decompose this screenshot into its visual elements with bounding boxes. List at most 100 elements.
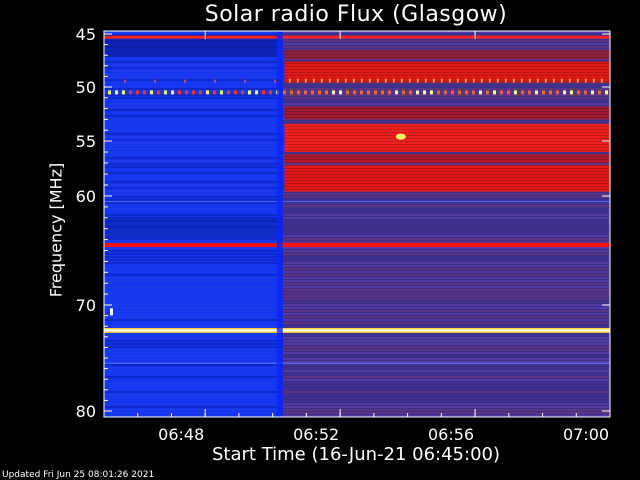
interference-dot	[570, 90, 573, 95]
row-pre	[104, 268, 283, 270]
row-pre	[104, 283, 283, 285]
axes: 45 50 55 60 70 80 06:48 06:52 06:56 07:00	[76, 25, 611, 444]
row-pre	[104, 241, 283, 243]
row-pre	[104, 346, 283, 348]
burst-dot	[496, 78, 499, 83]
interference-dot	[199, 90, 202, 95]
burst-dot	[456, 78, 459, 83]
burst-dot	[344, 78, 347, 83]
row-pre	[104, 256, 283, 258]
row-pre	[104, 88, 283, 90]
burst-dot	[408, 78, 411, 83]
burst-dot	[440, 78, 443, 83]
row-pre	[104, 373, 283, 375]
interference-dot	[381, 90, 384, 95]
row-pre	[104, 172, 283, 174]
interference-dot	[269, 90, 272, 95]
row-pre	[104, 169, 283, 171]
row-pre	[104, 316, 283, 318]
burst-dot	[480, 78, 483, 83]
burst-dot	[520, 78, 523, 83]
row-pre	[104, 388, 283, 390]
y-tick-label: 60	[76, 187, 96, 206]
row-pre	[104, 139, 283, 141]
interference-dot	[171, 90, 174, 95]
burst-dot	[592, 78, 595, 83]
burst-dot	[424, 78, 427, 83]
interference-dot	[423, 90, 426, 95]
line-75	[104, 362, 610, 364]
row-pre	[104, 298, 283, 300]
row-pre	[104, 94, 283, 96]
interference-dot	[157, 90, 160, 95]
row-pre	[104, 154, 283, 156]
row-pre	[104, 265, 283, 267]
interference-dot	[493, 90, 496, 95]
row-pre	[104, 196, 283, 198]
row-pre	[104, 130, 283, 132]
plot-frame	[103, 30, 611, 418]
interference-dot	[346, 90, 349, 95]
x-tick-label: 07:00	[563, 425, 609, 444]
interference-dot	[353, 90, 356, 95]
burst-dot	[512, 78, 515, 83]
row-pre	[104, 364, 283, 366]
row-pre	[104, 319, 283, 321]
row-pre	[104, 292, 283, 294]
row-pre	[104, 64, 283, 66]
burst-dot	[544, 78, 547, 83]
interference-dot	[234, 90, 237, 95]
interference-dot	[143, 90, 146, 95]
interference-dot	[486, 90, 489, 95]
interference-dot	[577, 90, 580, 95]
interference-dot	[556, 90, 559, 95]
row-pre	[104, 400, 283, 402]
burst-dot	[328, 78, 331, 83]
interference-dot	[528, 90, 531, 95]
row-pre	[104, 322, 283, 324]
interference-dot	[598, 90, 601, 95]
burst-dot	[304, 78, 307, 83]
row-pre	[104, 70, 283, 72]
burst-dot	[432, 78, 435, 83]
interference-dot	[220, 90, 223, 95]
row-pre	[104, 385, 283, 387]
row-pre	[104, 286, 283, 288]
burst-dot	[528, 78, 531, 83]
burst-dot	[464, 78, 467, 83]
row-pre	[104, 181, 283, 183]
interference-dot	[514, 90, 517, 95]
row-pre	[104, 301, 283, 303]
interference-dot	[451, 90, 454, 95]
row-pre	[104, 187, 283, 189]
row-pre	[104, 394, 283, 396]
interference-dot	[542, 90, 545, 95]
burst-dot	[560, 78, 563, 83]
x-tick-label: 06:56	[428, 425, 474, 444]
interference-dot	[465, 90, 468, 95]
row-pre	[104, 403, 283, 405]
row-pre	[104, 85, 283, 87]
interference-dot	[367, 90, 370, 95]
row-pre	[104, 157, 283, 159]
interference-dot	[136, 90, 139, 95]
row-pre	[104, 61, 283, 63]
burst-dot	[296, 78, 299, 83]
interference-dot	[178, 90, 181, 95]
row-pre	[104, 397, 283, 399]
interference-dot	[304, 90, 307, 95]
row-pre	[104, 178, 283, 180]
interference-dot	[248, 90, 251, 95]
patch-mid	[104, 217, 283, 238]
row-pre	[104, 148, 283, 150]
patch-top	[104, 35, 277, 57]
interference-dot	[563, 90, 566, 95]
burst-dot	[244, 79, 246, 83]
burst-dot	[488, 78, 491, 83]
y-tick-label: 70	[76, 296, 96, 315]
row-pre	[104, 304, 283, 306]
interference-dot	[318, 90, 321, 95]
row-pre	[104, 127, 283, 129]
row-pre	[104, 136, 283, 138]
row-pre	[104, 109, 283, 111]
